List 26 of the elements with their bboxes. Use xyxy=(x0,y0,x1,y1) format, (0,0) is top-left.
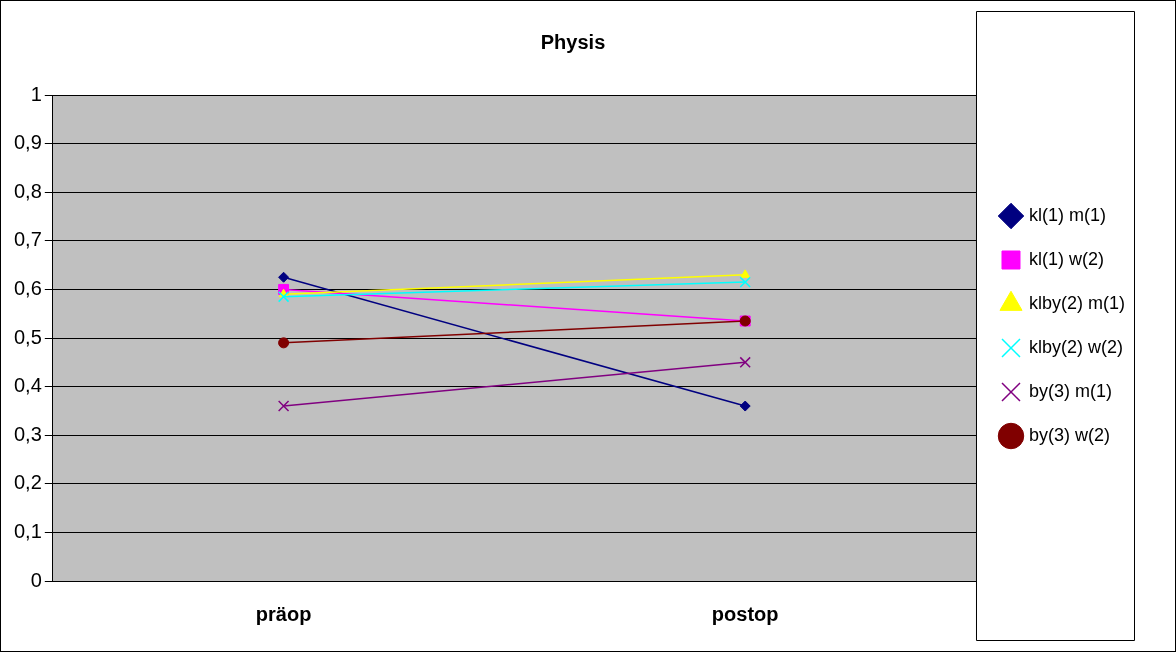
chart-title: Physis xyxy=(540,30,606,53)
y-tick-label: 0,3 xyxy=(13,422,42,445)
y-tick-label: 0,5 xyxy=(13,325,42,348)
y-tick-label: 0,8 xyxy=(13,179,42,202)
legend-label: by(3) m(1) xyxy=(1029,380,1113,401)
legend-label: kl(1) m(1) xyxy=(1029,204,1106,225)
point xyxy=(739,400,751,412)
point xyxy=(278,271,290,283)
y-tick-label: 0,7 xyxy=(13,228,42,251)
y-tick-label: 0,1 xyxy=(13,519,42,542)
point xyxy=(278,337,290,349)
y-tick-label: 0 xyxy=(30,568,42,591)
y-tick-label: 0,2 xyxy=(13,471,42,494)
point xyxy=(739,276,751,288)
point xyxy=(277,400,290,412)
legend-label: kl(1) w(2) xyxy=(1029,248,1104,269)
y-tick-label: 0,6 xyxy=(13,276,42,299)
legend-label: klby(2) m(1) xyxy=(1029,292,1126,313)
legend-label: klby(2) w(2) xyxy=(1029,336,1124,357)
y-tick-label: 0,4 xyxy=(13,374,42,397)
legend-label: by(3) w(2) xyxy=(1029,424,1111,445)
x-tick-label: präop xyxy=(255,602,312,625)
point xyxy=(739,356,751,368)
x-tick-label: postop xyxy=(711,602,779,625)
y-tick-label: 1 xyxy=(30,82,42,105)
y-tick-label: 0,9 xyxy=(13,131,42,154)
